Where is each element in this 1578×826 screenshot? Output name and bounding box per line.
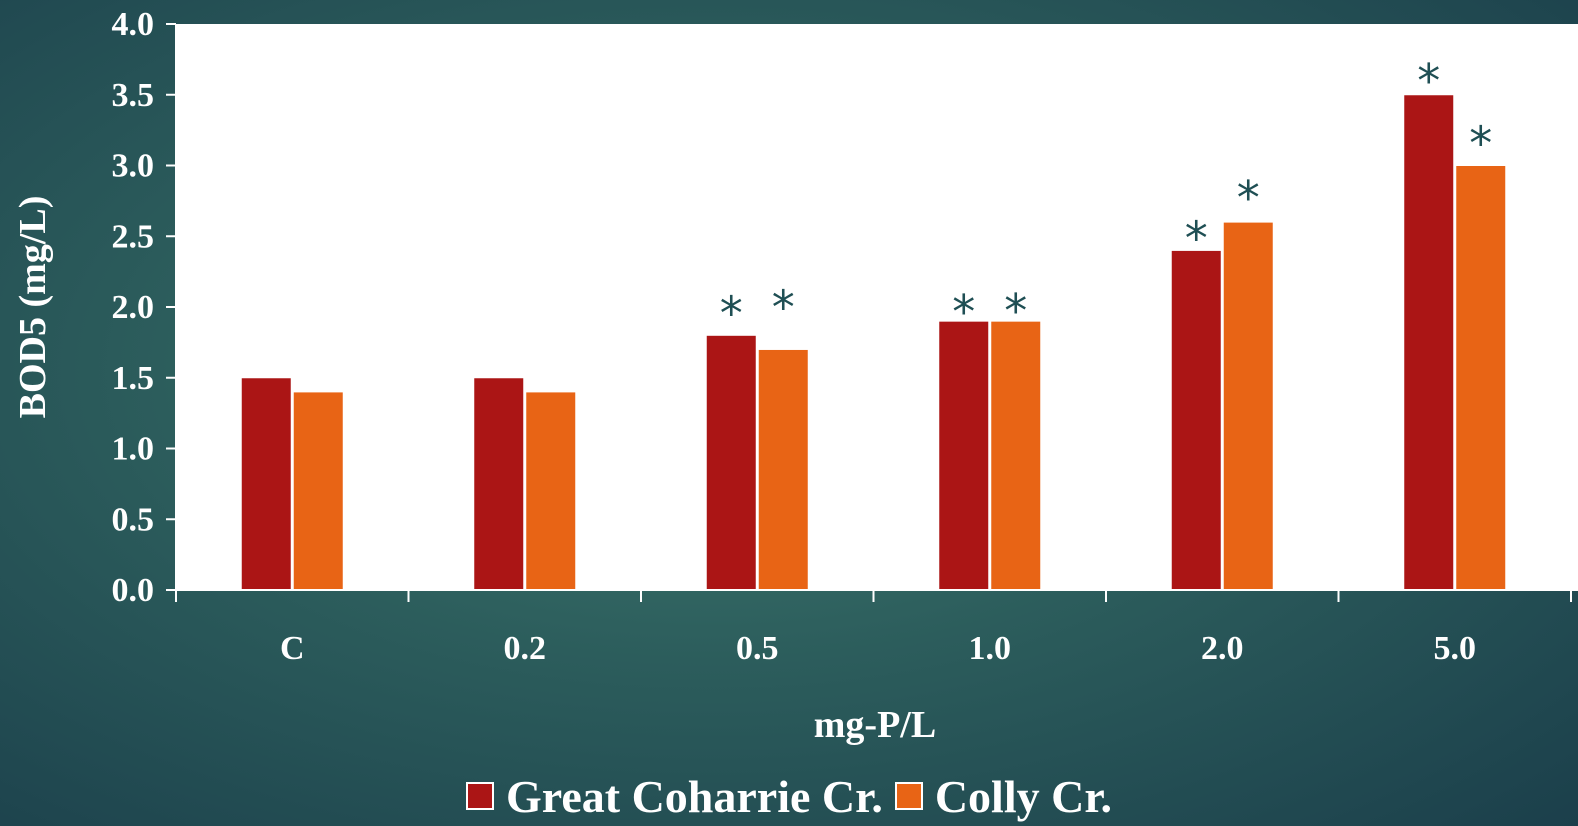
legend: Great Coharrie Cr. Colly Cr. <box>0 768 1578 824</box>
significance-star: * <box>720 286 743 340</box>
y-tick-label: 2.0 <box>112 289 155 326</box>
bar-colly-2.0 <box>1222 221 1274 591</box>
significance-star: * <box>1237 171 1260 225</box>
bar-colly-C <box>292 391 344 591</box>
x-tick-label: 1.0 <box>969 630 1012 667</box>
y-tick-label: 0.0 <box>112 572 155 609</box>
significance-star: * <box>1004 284 1027 338</box>
y-axis-title: BOD5 (mg/L) <box>12 196 54 419</box>
bar-colly-1.0 <box>990 320 1042 591</box>
legend-label-great-coharrie: Great Coharrie Cr. <box>505 770 883 822</box>
bar-great-coharrie-5.0 <box>1403 94 1455 591</box>
x-axis-ticks: C 0.2 0.5 1.0 2.0 5.0 <box>175 590 1572 667</box>
x-tick-label: 0.2 <box>504 630 547 667</box>
y-tick-label: 0.5 <box>112 501 155 538</box>
significance-star: * <box>952 285 975 339</box>
bar-colly-5.0 <box>1455 165 1507 591</box>
x-tick-label: 2.0 <box>1201 630 1244 667</box>
y-tick-label: 1.0 <box>112 431 155 468</box>
bar-great-coharrie-C <box>240 377 292 591</box>
bar-great-coharrie-1.0 <box>938 320 990 591</box>
legend-item-great-coharrie: Great Coharrie Cr. <box>465 770 883 823</box>
legend-item-colly: Colly Cr. <box>894 770 1113 823</box>
bar-colly-0.5 <box>757 348 809 591</box>
legend-label-colly: Colly Cr. <box>934 770 1113 822</box>
y-tick-label: 3.0 <box>112 148 155 185</box>
x-tick-label: C <box>280 630 305 667</box>
y-tick-label: 3.5 <box>112 77 155 114</box>
significance-markers: * * * * * * * * <box>720 54 1493 341</box>
y-tick-label: 4.0 <box>112 6 155 43</box>
significance-star: * <box>772 280 795 334</box>
y-tick-label: 1.5 <box>112 360 155 397</box>
bar-great-coharrie-2.0 <box>1170 249 1222 591</box>
bar-colly-0.2 <box>525 391 577 591</box>
significance-star: * <box>1469 117 1492 171</box>
legend-swatch-great-coharrie <box>465 782 494 810</box>
x-axis-title: mg-P/L <box>814 704 936 746</box>
significance-star: * <box>1417 54 1440 108</box>
significance-star: * <box>1185 211 1208 265</box>
x-tick-label: 5.0 <box>1434 630 1477 667</box>
y-axis-ticks: 0.0 0.5 1.0 1.5 2.0 2.5 3.0 3.5 4.0 <box>112 6 176 609</box>
legend-swatch-colly <box>894 782 923 810</box>
x-tick-label: 0.5 <box>736 630 779 667</box>
plot-background <box>176 24 1578 590</box>
bar-great-coharrie-0.2 <box>473 377 525 591</box>
y-tick-label: 2.5 <box>112 218 155 255</box>
bars-layer <box>240 94 1507 591</box>
bar-great-coharrie-0.5 <box>705 334 757 591</box>
